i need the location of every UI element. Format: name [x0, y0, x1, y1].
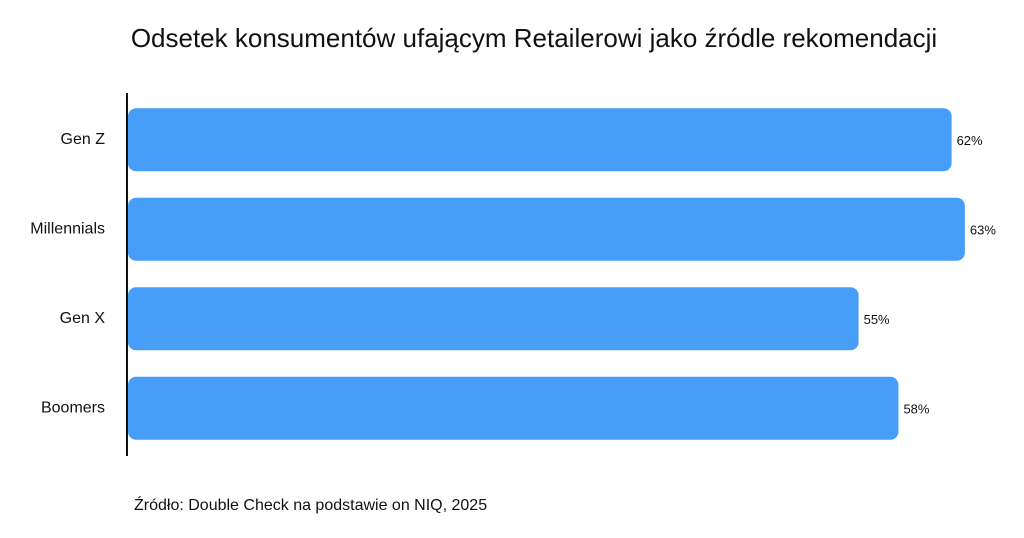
value-label: 62% [957, 133, 983, 148]
y-tick-label: Boomers [41, 399, 105, 416]
bar [128, 376, 899, 440]
value-label: 58% [903, 402, 929, 417]
source-note: Źródło: Double Check na podstawie on NIQ… [134, 495, 487, 514]
y-tick-label: Millennials [30, 220, 105, 237]
value-label: 63% [970, 223, 996, 238]
bar [128, 287, 859, 351]
value-label: 55% [864, 312, 890, 327]
y-tick-label: Gen X [60, 310, 106, 327]
chart-title: Odsetek konsumentów ufającym Retailerowi… [131, 23, 937, 53]
bar [128, 197, 965, 261]
bar [128, 108, 952, 172]
y-tick-label: Gen Z [61, 131, 106, 148]
